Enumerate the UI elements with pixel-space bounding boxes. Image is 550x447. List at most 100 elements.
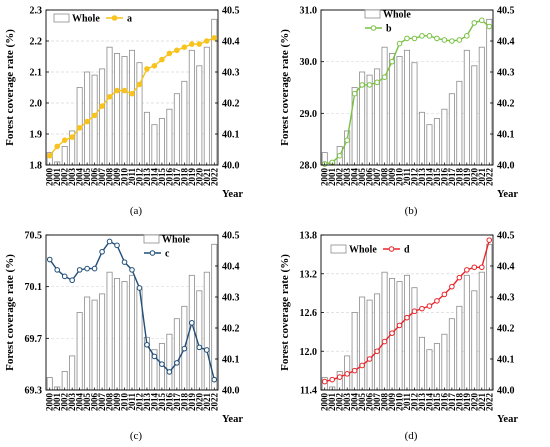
left-tick-label: 11.4: [300, 386, 317, 397]
year-label: 2019: [187, 168, 197, 187]
bar-whole-2019: [463, 274, 470, 391]
bar-whole-2004: [351, 87, 358, 166]
right-tick-label: 40.3: [497, 68, 515, 79]
x-axis-title: Year: [497, 414, 518, 425]
point-d-2008: [381, 338, 388, 345]
legend-marker-d: [388, 246, 395, 252]
point-c-2011: [129, 267, 135, 273]
year-label: 2010: [120, 393, 130, 412]
left-tick-label: 70.5: [25, 231, 43, 242]
point-b-2004: [351, 90, 358, 97]
year-label: 2019: [187, 393, 197, 412]
panel-caption: (d): [405, 430, 418, 442]
left-tick-label: 12.6: [300, 308, 318, 319]
year-label: 2020: [194, 393, 204, 412]
bar-whole-2010: [121, 281, 128, 391]
legend-label-c: c: [165, 249, 170, 260]
point-b-2011: [404, 35, 410, 42]
year-label: 2022: [209, 168, 219, 187]
year-label: 2017: [447, 393, 457, 412]
right-tick-label: 40.0: [222, 161, 240, 172]
year-label: 2021: [202, 168, 212, 187]
point-a-2008: [106, 94, 113, 100]
left-tick-label: 69.7: [25, 334, 43, 345]
point-c-2003: [69, 277, 75, 284]
point-d-2021: [478, 264, 485, 271]
point-a-2002: [61, 137, 68, 143]
year-label: 2018: [454, 393, 464, 412]
year-label: 2012: [134, 168, 144, 187]
bar-whole-2017: [173, 93, 180, 166]
year-label: 2006: [90, 393, 100, 412]
point-d-2013: [419, 305, 425, 312]
bar-whole-2018: [181, 80, 188, 166]
year-label: 2014: [424, 168, 434, 187]
point-c-2012: [136, 285, 143, 291]
bar-whole-2016: [166, 333, 173, 391]
year-label: 2003: [67, 393, 77, 412]
point-c-2008: [106, 238, 113, 245]
year-label: 2003: [342, 393, 352, 412]
right-tick-label: 40.5: [497, 6, 515, 17]
bar-whole-2011: [128, 49, 135, 166]
bar-whole-2009: [114, 278, 121, 391]
bar-whole-2010: [396, 281, 403, 391]
legend: Whole d: [330, 245, 410, 256]
bar-whole-2002: [61, 145, 68, 166]
legend-swatch-whole: [364, 9, 381, 19]
year-label: 2018: [454, 168, 464, 187]
year-label: 2017: [172, 393, 182, 412]
bar-whole-2015: [158, 118, 165, 166]
bar-whole-2006: [91, 299, 98, 391]
point-a-2022: [211, 35, 218, 41]
year-label: 2009: [387, 393, 397, 412]
point-d-2006: [366, 356, 373, 362]
year-label: 2008: [380, 168, 390, 187]
left-tick-label: 30.0: [300, 57, 318, 68]
bar-whole-2007: [99, 293, 106, 391]
point-b-2017: [449, 38, 455, 44]
bar-whole-2016: [441, 108, 448, 166]
point-c-2010: [121, 259, 128, 265]
left-tick-label: 31.0: [300, 6, 318, 17]
right-tick-label: 40.2: [497, 99, 515, 110]
year-label: 2019: [462, 168, 472, 187]
bar-whole-2019: [463, 49, 470, 166]
bar-whole-2013: [143, 111, 150, 166]
year-label: 2021: [477, 168, 487, 187]
right-tick-label: 40.2: [497, 324, 515, 335]
year-label: 2022: [209, 393, 219, 412]
bar-whole-2017: [448, 93, 455, 166]
left-tick-label: 2.0: [30, 99, 43, 110]
point-c-2009: [114, 242, 120, 249]
left-tick-label: 13.2: [300, 269, 318, 280]
point-a-2012: [136, 81, 143, 88]
point-d-2016: [441, 291, 448, 298]
legend: Whole c: [143, 235, 190, 260]
year-label: 2002: [60, 168, 70, 187]
right-tick-label: 40.4: [497, 37, 515, 48]
point-c-2007: [99, 248, 105, 255]
year-label: 2015: [432, 393, 442, 412]
year-label: 2016: [164, 393, 174, 412]
point-c-2017: [174, 360, 180, 366]
year-label: 2006: [365, 168, 375, 187]
point-a-2007: [99, 103, 105, 109]
point-d-2014: [426, 303, 433, 309]
year-label: 2000: [45, 393, 55, 412]
point-a-2017: [174, 47, 180, 54]
point-c-2014: [151, 353, 158, 360]
bar-whole-2010: [396, 56, 403, 166]
bar-whole-2020: [471, 290, 478, 391]
point-a-2010: [121, 87, 128, 94]
year-label: 2002: [335, 168, 345, 187]
year-label: 2016: [439, 393, 449, 412]
point-a-2005: [84, 118, 90, 125]
point-b-2013: [419, 33, 425, 39]
legend-label-whole: Whole: [72, 14, 100, 25]
point-d-2005: [359, 362, 365, 369]
year-label: 2011: [127, 168, 137, 186]
point-a-2006: [91, 112, 98, 119]
point-b-2019: [464, 33, 470, 39]
year-label: 2004: [75, 393, 85, 412]
